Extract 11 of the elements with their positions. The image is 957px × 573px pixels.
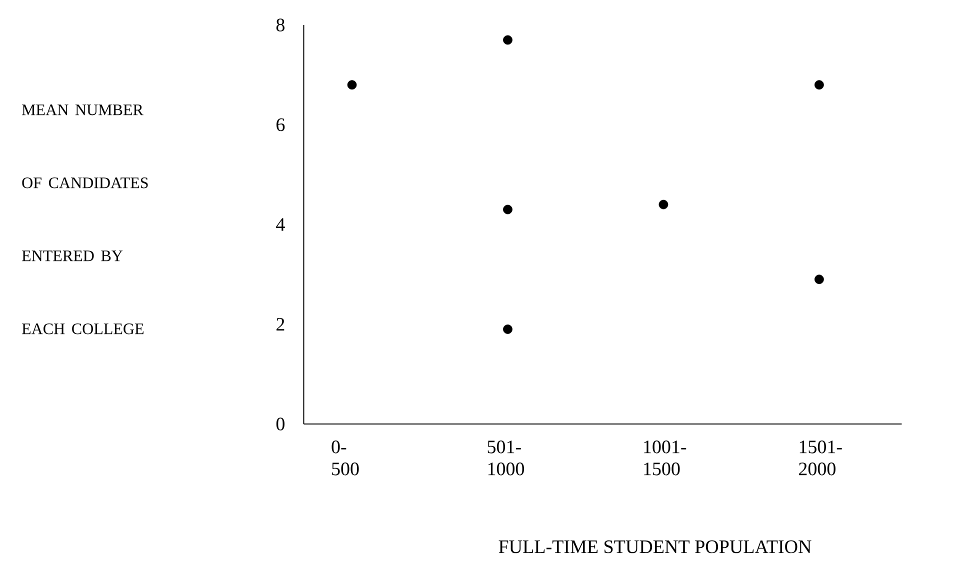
y-tick-label: 0: [276, 418, 284, 430]
x-tick-label: 1501-2000: [799, 440, 842, 476]
x-tick-label: 0-500: [332, 440, 359, 476]
y-tick-label: 4: [276, 218, 285, 231]
text: MEAN NUMBER OF CANDIDATES ENTERED BY EACH COLLEGE: [22, 104, 148, 334]
y-tick-label: 8: [276, 18, 284, 32]
x-tick-label: 501-1000: [488, 440, 524, 476]
y-tick-label: 2: [276, 318, 284, 331]
x-axis-title: FULL-TIME STUDENT POPULATION: [498, 540, 812, 554]
x-tick-label: 1001-1500: [644, 440, 686, 476]
y-tick-label: 6: [276, 118, 285, 132]
